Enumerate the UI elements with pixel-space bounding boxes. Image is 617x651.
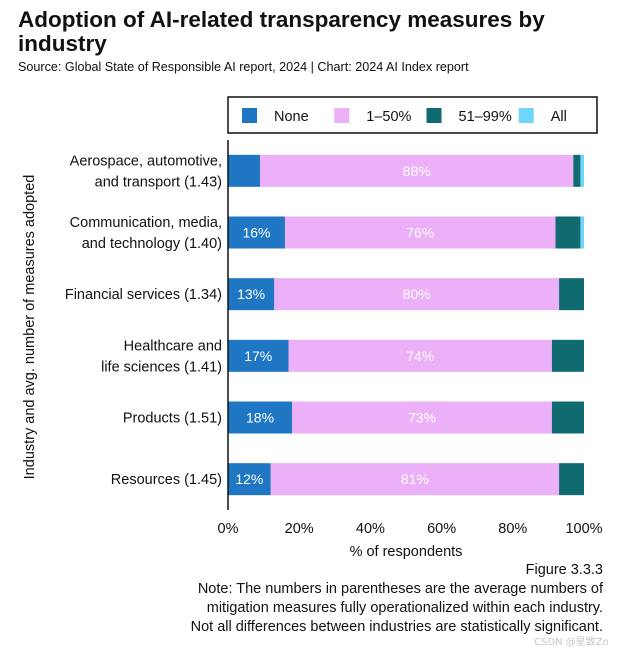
data-label: 12% [235,471,263,487]
x-axis-title: % of respondents [350,544,463,560]
legend-swatch [426,108,442,123]
x-tick-label: 80% [498,521,527,537]
bar-segment [270,463,560,496]
category-label: and transport (1.43) [95,174,222,190]
watermark: CSDN @星致Zn [534,637,609,648]
bar-segment [228,339,289,372]
bar-segment [573,154,581,187]
data-label: 76% [406,225,434,241]
category-label: Healthcare and [124,338,222,354]
bar-segment [228,401,293,434]
bar-segment [559,463,584,496]
x-tick-label: 40% [356,521,385,537]
legend-label: 51–99% [459,109,512,125]
data-label: 88% [403,163,431,179]
legend-label: None [274,109,309,125]
bar-segment [274,278,560,311]
data-label: 74% [406,348,434,364]
legend-swatch [518,108,534,123]
bar-segment [228,278,275,311]
x-tick-label: 60% [427,521,456,537]
legend-box [227,96,598,134]
legend-swatch [242,108,257,123]
y-axis-title: Industry and avg. number of measures ado… [22,175,38,480]
stacked-bar-chart: None 1–50% 51–99% All 88% Aerospace, automoti… [22,96,603,560]
bar-segment [551,339,584,372]
bar-segment [555,216,581,249]
bar-segment [284,216,556,249]
category-label: Products (1.51) [123,411,222,427]
chart-subtitle: Source: Global State of Responsible AI r… [18,60,469,74]
bar-segment [292,401,552,434]
x-tick-label: 0% [218,521,239,537]
note-line: Not all differences between industries a… [190,619,603,635]
bar-segment [260,154,574,187]
bar-segment [551,401,584,434]
figure-number: Figure 3.3.3 [525,562,603,578]
category-label: life sciences (1.41) [101,359,222,375]
legend-swatch [334,108,350,123]
bar-segment [228,216,285,249]
data-label: 73% [408,410,436,426]
figure-notes: Figure 3.3.3 Note: The numbers in parent… [43,561,603,637]
bar-segment [288,339,552,372]
x-tick-label: 20% [285,521,314,537]
data-label: 13% [237,286,265,302]
category-label: Financial services (1.34) [65,287,222,303]
bar-segment [559,278,584,311]
bar-segment [580,216,584,249]
legend-label: All [551,109,567,125]
note-line: Note: The numbers in parentheses are the… [197,581,603,597]
category-label: Aerospace, automotive, [70,153,222,169]
bar-segment [580,154,584,187]
data-label: 16% [242,225,270,241]
category-label: and technology (1.40) [82,236,222,252]
chart-title: Adoption of AI-related transparency meas… [18,7,545,56]
legend-label: 1–50% [366,109,411,125]
data-label: 18% [246,410,274,426]
data-label: 80% [403,286,431,302]
bar-segment [228,463,271,496]
category-label: Resources (1.45) [111,472,222,488]
category-label: Communication, media, [70,215,222,231]
bar-segment [228,154,261,187]
x-tick-label: 100% [565,521,602,537]
note-line: mitigation measures fully operationalize… [206,600,603,616]
data-label: 17% [244,348,272,364]
data-label: 81% [401,471,429,487]
